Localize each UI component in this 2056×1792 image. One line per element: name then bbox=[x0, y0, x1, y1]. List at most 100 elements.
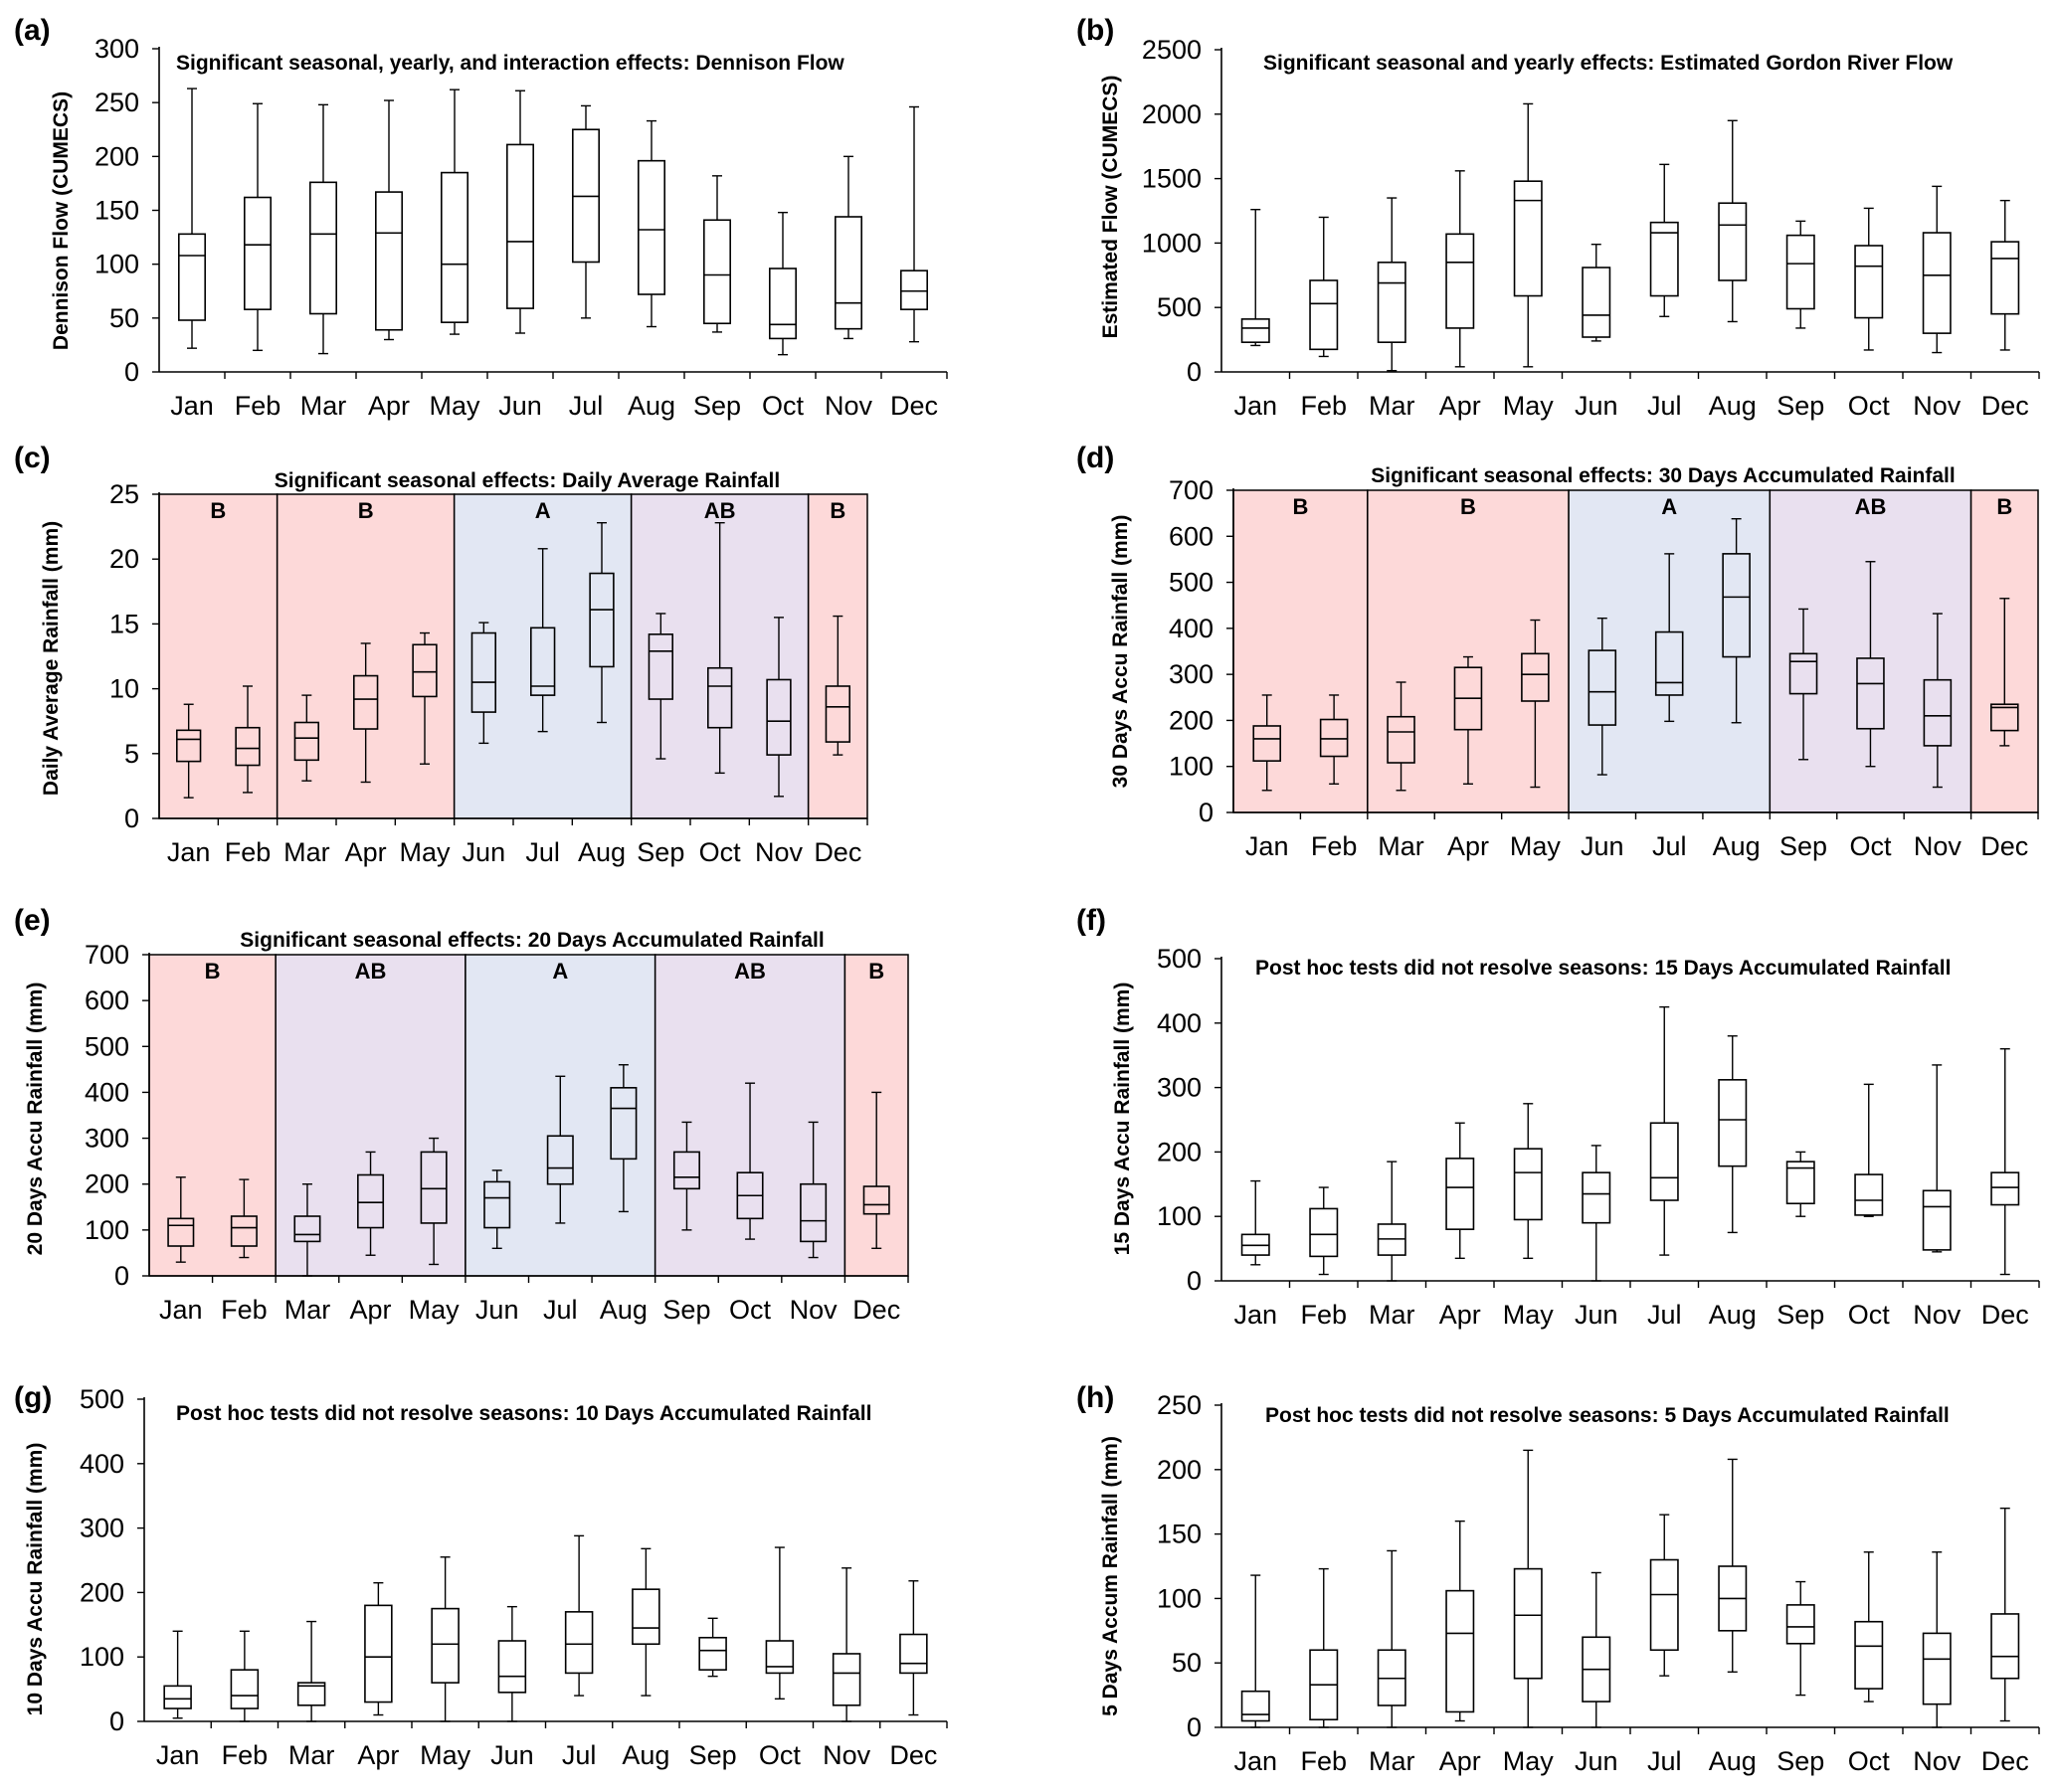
box-iqr bbox=[505, 143, 534, 309]
y-tick-label-a-0: 0 bbox=[124, 357, 139, 387]
box-iqr bbox=[293, 721, 320, 762]
box-f-jan bbox=[1240, 1179, 1270, 1266]
x-tick-label-a-11: Dec bbox=[890, 391, 938, 421]
y-tick-label-g-5: 500 bbox=[80, 1384, 124, 1414]
x-tick-label-c-5: Jun bbox=[463, 837, 506, 867]
y-tick-label-b-4: 2000 bbox=[1142, 99, 1202, 129]
y-tick-label-g-0: 0 bbox=[109, 1706, 124, 1736]
box-a-may bbox=[440, 89, 468, 335]
box-iqr bbox=[230, 1669, 260, 1709]
box-c-sep bbox=[648, 613, 674, 760]
y-tick-label-b-3: 1500 bbox=[1142, 164, 1202, 194]
season-label-e-1: AB bbox=[355, 959, 387, 984]
panel-b: (b) Significant seasonal and yearly effe… bbox=[1076, 14, 2040, 421]
chart-title-g: Post hoc tests did not resolve seasons: … bbox=[176, 1402, 871, 1425]
box-iqr bbox=[1990, 1613, 2020, 1680]
x-tick-label-e-7: Aug bbox=[600, 1295, 648, 1325]
x-tick-label-a-6: Jul bbox=[569, 391, 604, 421]
box-iqr bbox=[1240, 318, 1270, 343]
box-iqr bbox=[1785, 1604, 1815, 1645]
x-tick-label-f-7: Aug bbox=[1709, 1300, 1757, 1330]
season-label-e-4: B bbox=[868, 959, 884, 984]
plot-area-c: B B A AB B 0 5 10 15 20 25 Jan Feb Mar Apr May Jun Jul Aug… bbox=[109, 479, 868, 867]
box-b-sep bbox=[1785, 220, 1815, 329]
y-axis-label-c: Daily Average Rainfall (mm) bbox=[40, 521, 63, 796]
box-a-mar bbox=[308, 103, 337, 355]
box-g-nov bbox=[832, 1567, 861, 1722]
x-tick-label-b-4: May bbox=[1503, 391, 1555, 421]
chart-title-e: Significant seasonal effects: 20 Days Ac… bbox=[240, 929, 824, 952]
box-b-dec bbox=[1990, 199, 2020, 351]
x-tick-label-e-0: Jan bbox=[159, 1295, 203, 1325]
x-tick-label-e-2: Mar bbox=[284, 1295, 331, 1325]
box-a-jan bbox=[178, 88, 207, 349]
box-d-nov bbox=[1923, 613, 1953, 789]
box-h-mar bbox=[1377, 1549, 1406, 1728]
x-tick-label-f-3: Apr bbox=[1439, 1300, 1481, 1330]
x-tick-label-b-2: Mar bbox=[1369, 391, 1415, 421]
x-tick-label-c-2: Mar bbox=[283, 837, 330, 867]
x-tick-label-h-0: Jan bbox=[1233, 1746, 1277, 1776]
y-tick-label-d-4: 400 bbox=[1169, 614, 1214, 643]
y-tick-label-a-3: 150 bbox=[94, 196, 139, 226]
panel-letter-g: (g) bbox=[14, 1381, 52, 1414]
x-tick-label-d-9: Oct bbox=[1849, 831, 1892, 861]
y-tick-label-g-3: 300 bbox=[80, 1514, 124, 1543]
box-iqr bbox=[1445, 1158, 1475, 1230]
box-d-jul bbox=[1654, 553, 1684, 723]
box-iqr bbox=[1252, 725, 1281, 762]
box-iqr bbox=[1785, 1161, 1815, 1205]
x-tick-label-a-2: Mar bbox=[300, 391, 347, 421]
box-iqr bbox=[412, 643, 438, 698]
y-tick-label-d-1: 100 bbox=[1169, 752, 1214, 782]
x-tick-label-g-9: Oct bbox=[759, 1740, 802, 1770]
chart-title-c: Significant seasonal effects: Daily Aver… bbox=[275, 469, 780, 492]
x-tick-label-c-7: Aug bbox=[578, 837, 626, 867]
x-tick-label-c-0: Jan bbox=[167, 837, 211, 867]
box-iqr bbox=[825, 685, 851, 743]
x-tick-label-h-7: Aug bbox=[1709, 1746, 1757, 1776]
chart-title-b: Significant seasonal and yearly effects:… bbox=[1263, 52, 1954, 75]
x-tick-label-f-9: Oct bbox=[1848, 1300, 1891, 1330]
x-tick-label-h-2: Mar bbox=[1369, 1746, 1415, 1776]
plot-area-a: 0 50 100 150 200 250 300 Jan Feb Mar Apr May Jun Jul A… bbox=[94, 34, 948, 421]
y-axis-label-e: 20 Days Accu Rainfall (mm) bbox=[24, 983, 47, 1256]
y-tick-label-e-7: 700 bbox=[85, 940, 129, 970]
x-tick-label-f-4: May bbox=[1503, 1300, 1555, 1330]
box-iqr bbox=[431, 1607, 460, 1684]
x-tick-label-g-1: Feb bbox=[222, 1740, 269, 1770]
box-b-feb bbox=[1309, 216, 1339, 358]
box-iqr bbox=[1718, 1079, 1748, 1167]
box-h-jul bbox=[1649, 1514, 1679, 1677]
x-tick-label-g-6: Jul bbox=[562, 1740, 597, 1770]
x-tick-label-e-4: May bbox=[409, 1295, 461, 1325]
x-tick-label-g-8: Sep bbox=[689, 1740, 737, 1770]
box-iqr bbox=[1377, 262, 1406, 343]
y-tick-label-c-5: 25 bbox=[109, 479, 139, 509]
box-iqr bbox=[1649, 1558, 1679, 1652]
y-tick-label-a-6: 300 bbox=[94, 34, 139, 64]
box-iqr bbox=[1922, 232, 1952, 334]
box-iqr bbox=[1854, 1620, 1884, 1690]
box-h-jun bbox=[1582, 1571, 1611, 1728]
x-tick-label-f-0: Jan bbox=[1233, 1300, 1277, 1330]
box-f-dec bbox=[1990, 1048, 2020, 1276]
season-band-d-2 bbox=[1568, 489, 1772, 813]
x-tick-label-g-7: Aug bbox=[622, 1740, 669, 1770]
x-tick-label-c-9: Oct bbox=[699, 837, 742, 867]
box-b-jul bbox=[1649, 163, 1679, 317]
x-tick-label-d-11: Dec bbox=[1980, 831, 2028, 861]
y-tick-label-d-6: 600 bbox=[1169, 521, 1214, 551]
box-e-oct bbox=[736, 1082, 764, 1240]
y-axis-label-b: Estimated Flow (CUMECS) bbox=[1099, 76, 1122, 339]
panel-letter-h: (h) bbox=[1076, 1381, 1114, 1414]
plot-area-d: B B A AB B 0 100 200 300 400 500 600 700 Jan Feb Mar Apr… bbox=[1169, 475, 2039, 861]
x-tick-label-d-0: Jan bbox=[1245, 831, 1289, 861]
x-tick-label-a-5: Jun bbox=[498, 391, 542, 421]
box-f-mar bbox=[1377, 1161, 1406, 1282]
box-c-oct bbox=[706, 521, 733, 775]
box-g-feb bbox=[230, 1630, 260, 1722]
box-iqr bbox=[1513, 180, 1543, 297]
panel-letter-a: (a) bbox=[14, 14, 51, 47]
season-label-d-1: B bbox=[1460, 494, 1476, 519]
